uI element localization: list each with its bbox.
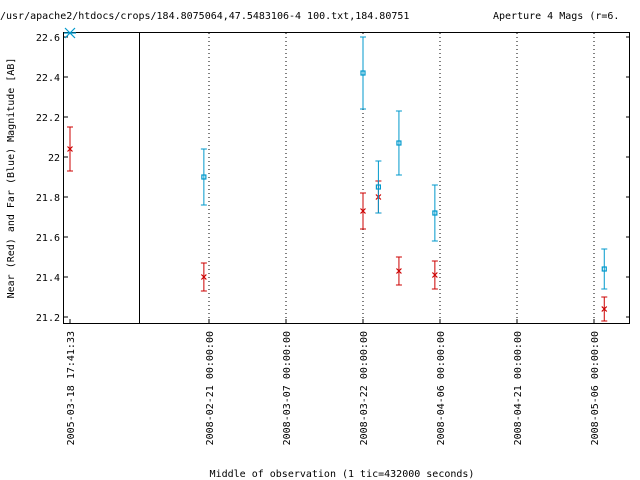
series-near-red <box>67 126 608 322</box>
data-point <box>360 70 366 76</box>
chart-title-right: Aperture 4 Mags (r=6. <box>493 11 619 22</box>
data-point <box>601 306 608 312</box>
x-tick-label: 2008-05-06 00:00:00 <box>590 331 601 445</box>
x-tick-label: 2008-02-21 00:00:00 <box>205 331 216 445</box>
data-point <box>201 174 207 180</box>
y-tick-label: 21.4 <box>36 273 60 284</box>
x-tick-label: 2008-04-21 00:00:00 <box>513 331 524 445</box>
x-tick-label: 2008-04-06 00:00:00 <box>436 331 447 445</box>
y-tick-label: 21.6 <box>36 233 60 244</box>
x-tick-label: 2008-03-22 00:00:00 <box>359 331 370 445</box>
data-point-clipped <box>64 27 76 39</box>
x-axis-label: Middle of observation (1 tic=432000 seco… <box>210 469 475 480</box>
y-tick-label: 22 <box>48 153 60 164</box>
data-point <box>396 268 402 274</box>
y-tick-label: 21.8 <box>36 193 60 204</box>
chart-title: /usr/apache2/htdocs/crops/184.8075064,47… <box>0 11 409 22</box>
data-point <box>431 272 438 278</box>
y-axis-label: Near (Red) and Far (Blue) Magnitude [AB] <box>6 58 17 299</box>
y-tick-label: 22.2 <box>36 113 60 124</box>
x-tick-label: 2008-03-07 00:00:00 <box>282 331 293 445</box>
data-point <box>360 208 366 214</box>
series-far-blue <box>64 27 608 290</box>
data-point <box>375 184 381 190</box>
y-tick-label: 21.2 <box>36 313 60 324</box>
y-tick-label: 22.4 <box>36 73 60 84</box>
plot-frame <box>63 32 630 324</box>
data-point <box>432 210 438 216</box>
data-point <box>601 266 607 272</box>
data-point <box>67 146 73 152</box>
y-tick-label: 22.6 <box>36 33 60 44</box>
data-point <box>200 274 207 280</box>
data-point <box>396 140 402 146</box>
x-tick-label: 2005-03-18 17:41:33 <box>66 331 77 445</box>
